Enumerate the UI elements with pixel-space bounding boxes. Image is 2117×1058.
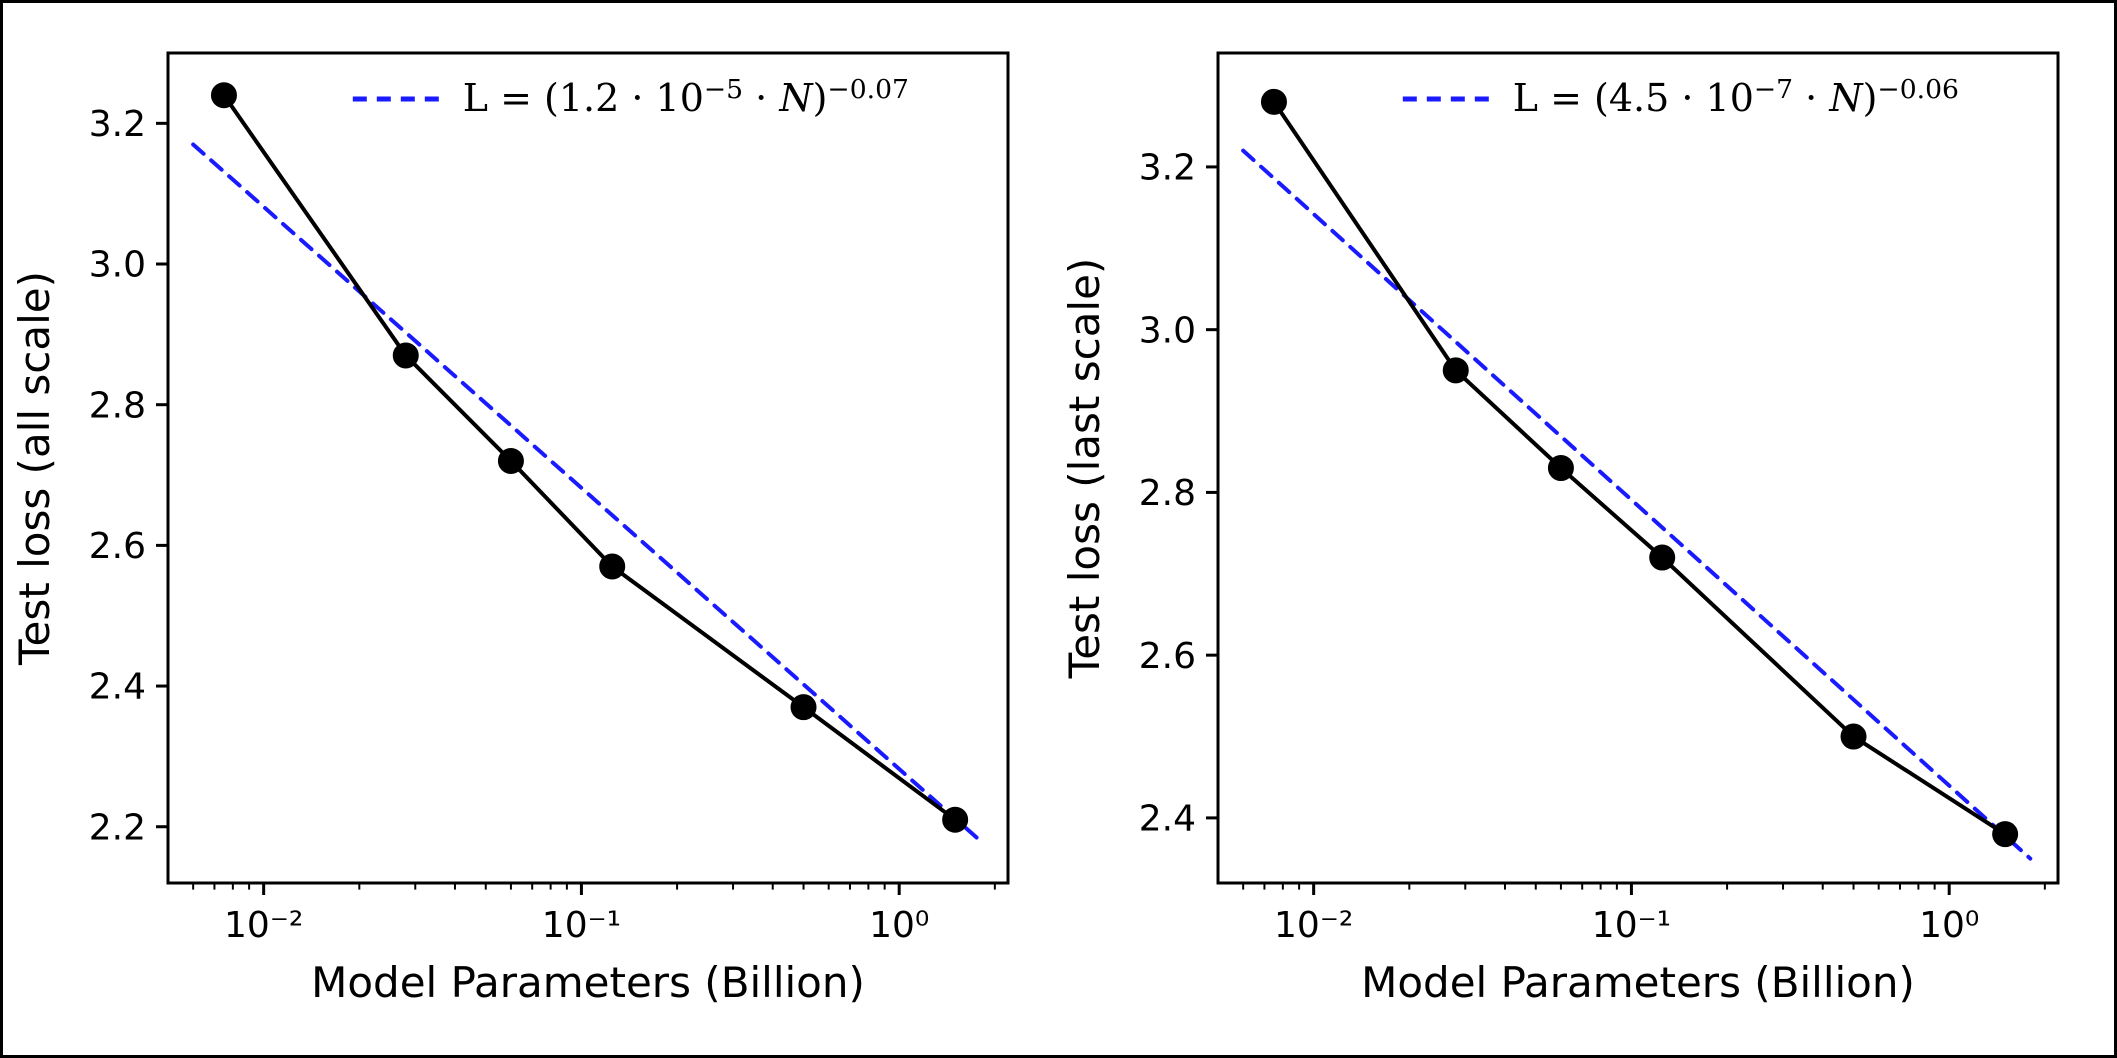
series-data — [1274, 102, 2005, 834]
data-point — [943, 808, 967, 832]
ytick-label: 2.8 — [1139, 473, 1196, 514]
data-point — [212, 83, 236, 107]
x-axis-label: Model Parameters (Billion) — [311, 958, 865, 1007]
legend-formula: L = (4.5 · 10−7 · N)−0.06 — [1513, 74, 1959, 120]
axes-frame — [168, 53, 1008, 883]
legend: L = (1.2 · 10−5 · N)−0.07 — [353, 74, 909, 120]
y-axis-label: Test loss (last scale) — [1063, 258, 1109, 680]
xtick-label: 10⁻² — [1274, 905, 1353, 946]
figure-container: 10⁻² 10⁻¹ 10⁰ 2.2 2.4 2.6 2.8 3.0 3.2 Model Param… — [0, 0, 2117, 1058]
data-point — [600, 554, 624, 578]
data-point — [1842, 725, 1866, 749]
data-point — [792, 695, 816, 719]
ytick-label: 2.6 — [89, 526, 146, 567]
legend-formula: L = (1.2 · 10−5 · N)−0.07 — [463, 74, 909, 120]
xtick-label: 10⁰ — [869, 905, 929, 946]
chart-right: 10⁻² 10⁻¹ 10⁰ 2.4 2.6 2.8 3.0 3.2 Model Paramete… — [1063, 13, 2103, 1043]
legend: L = (4.5 · 10−7 · N)−0.06 — [1403, 74, 1959, 120]
xtick-label: 10⁻² — [224, 905, 303, 946]
ytick-label: 3.0 — [1139, 310, 1196, 351]
axes-frame — [1218, 53, 2058, 883]
data-point — [1444, 358, 1468, 382]
ytick-label: 3.0 — [89, 245, 146, 286]
ytick-label: 2.2 — [89, 807, 146, 848]
ytick-label: 2.6 — [1139, 636, 1196, 677]
xtick-label: 10⁻¹ — [542, 905, 621, 946]
series-fit — [1243, 151, 2030, 859]
data-point — [394, 343, 418, 367]
data-point — [1650, 546, 1674, 570]
ytick-label: 3.2 — [89, 104, 146, 145]
data-point — [499, 449, 523, 473]
data-point — [1993, 822, 2017, 846]
data-point — [1262, 90, 1286, 114]
ytick-label: 2.4 — [1139, 799, 1196, 840]
x-axis-label: Model Parameters (Billion) — [1361, 958, 1915, 1007]
chart-left: 10⁻² 10⁻¹ 10⁰ 2.2 2.4 2.6 2.8 3.0 3.2 Model Param… — [13, 13, 1053, 1043]
left-chart-panel: 10⁻² 10⁻¹ 10⁰ 2.2 2.4 2.6 2.8 3.0 3.2 Model Param… — [13, 13, 1053, 1043]
xtick-label: 10⁰ — [1919, 905, 1979, 946]
right-chart-panel: 10⁻² 10⁻¹ 10⁰ 2.4 2.6 2.8 3.0 3.2 Model Paramete… — [1063, 13, 2103, 1043]
ytick-label: 2.8 — [89, 385, 146, 426]
series-data — [224, 95, 955, 819]
xtick-label: 10⁻¹ — [1592, 905, 1671, 946]
ytick-label: 2.4 — [89, 667, 146, 708]
series-fit — [193, 144, 980, 840]
ytick-label: 3.2 — [1139, 148, 1196, 189]
data-point — [1549, 456, 1573, 480]
y-axis-label: Test loss (all scale) — [13, 271, 59, 666]
